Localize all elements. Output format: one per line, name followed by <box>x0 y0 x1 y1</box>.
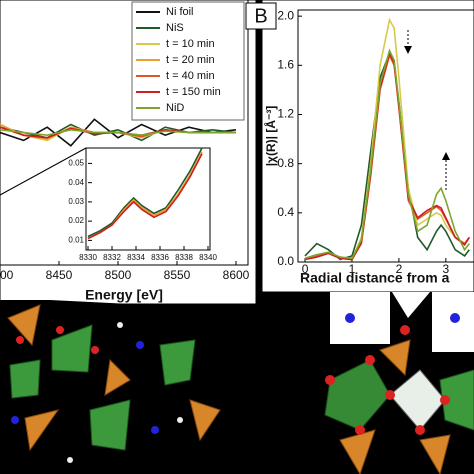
x-tick-label: 8550 <box>164 268 191 282</box>
line-series <box>87 153 203 240</box>
x-tick-label: 8332 <box>103 253 121 262</box>
y-tick-label: 0.8 <box>277 156 294 170</box>
y-tick-label: 0.05 <box>68 159 84 168</box>
y-tick-label: 0.4 <box>277 205 294 219</box>
legend-label: t = 10 min <box>166 38 215 50</box>
arrows <box>404 30 450 190</box>
panel-a-content: 8400 8450 8500 8550 8600 Ni foil NiS t = 10 min… <box>0 1 250 282</box>
y-tick-label: 0.02 <box>68 216 84 225</box>
x-tick-label: 8600 <box>223 268 250 282</box>
y-tick-label: 0.03 <box>68 197 84 206</box>
line-series <box>87 147 203 238</box>
x-tick-label: 8338 <box>175 253 193 262</box>
line-series <box>0 128 236 137</box>
legend-label: NiD <box>166 102 184 114</box>
y-tick-label: 1.2 <box>277 107 294 121</box>
x-tick-label: 8336 <box>151 253 169 262</box>
zoom-connector <box>0 147 87 196</box>
plot-frame-a <box>0 0 249 266</box>
x-tick-label: 8340 <box>199 253 217 262</box>
x-tick-label: 0 <box>302 262 309 276</box>
x-tick-label: 2 <box>396 262 403 276</box>
y-tick-label: 0.01 <box>68 235 84 244</box>
y-tick-label: 0.04 <box>68 178 84 187</box>
x-tick-label: 8400 <box>0 268 14 282</box>
x-tick-label: 8450 <box>46 268 73 282</box>
y-tick-label: 1.6 <box>277 57 294 71</box>
legend-label: t = 40 min <box>166 70 215 82</box>
line-series <box>304 48 470 260</box>
legend-label: Ni foil <box>166 6 194 18</box>
inset-frame <box>85 147 211 251</box>
x-tick-label: 8500 <box>105 268 132 282</box>
crystal-structure <box>0 292 474 474</box>
panel-b-content: 0 1 2 3 0.0 0.4 0.8 1.2 1.6 2.0 <box>277 8 470 276</box>
panel-label-box <box>245 2 277 30</box>
line-series <box>0 118 237 147</box>
x-tick-label: 3 <box>442 262 449 276</box>
x-tick-label: 1 <box>349 262 356 276</box>
legend-label: NiS <box>166 22 184 34</box>
legend-label: t = 150 min <box>166 86 221 98</box>
legend-label: t = 20 min <box>166 54 215 66</box>
y-tick-label: 0.0 <box>277 254 294 268</box>
y-axis-label: |χ(R)| [Å⁻³] <box>263 106 278 167</box>
panel-b <box>261 0 474 293</box>
plot-frame-b <box>297 9 474 263</box>
x-axis-label: Energy [eV] <box>85 287 163 303</box>
panel-label: B <box>254 5 267 27</box>
line-series <box>0 123 237 142</box>
x-tick-label: 8330 <box>79 253 97 262</box>
y-tick-label: 2.0 <box>277 8 294 22</box>
x-tick-label: 8334 <box>127 253 145 262</box>
x-axis-label: Radial distance from a <box>300 270 450 286</box>
